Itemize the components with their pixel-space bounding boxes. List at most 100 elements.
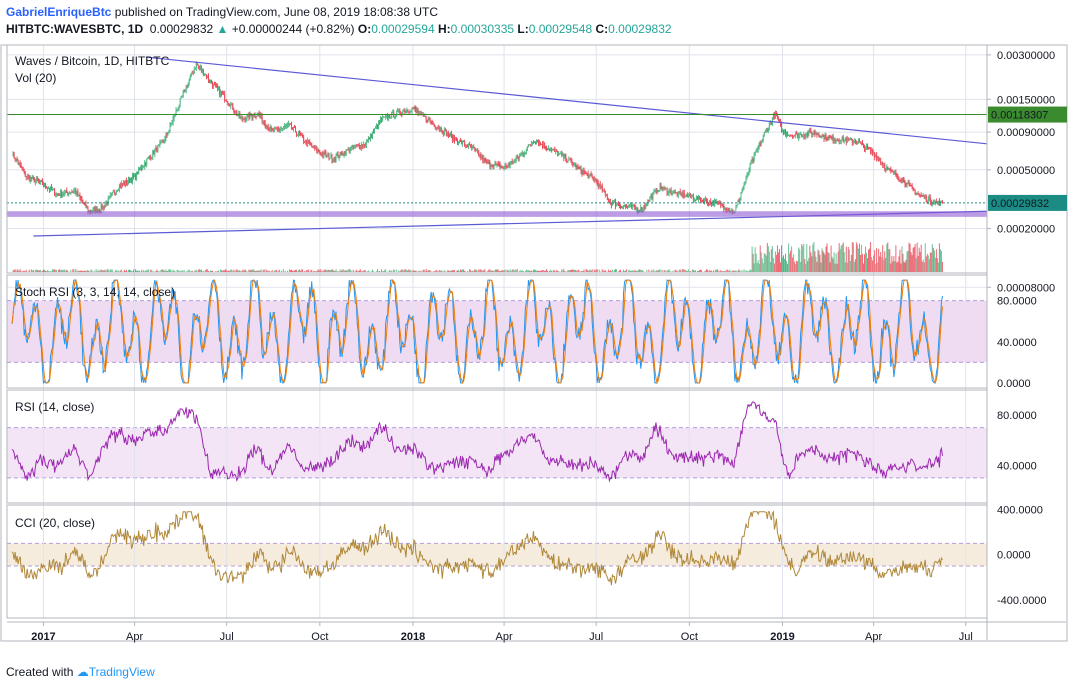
candle-body — [313, 145, 315, 148]
volume-bar — [323, 270, 325, 272]
volume-bar — [507, 270, 509, 272]
volume-bar — [379, 270, 381, 272]
candle-body — [811, 132, 813, 135]
candle-body — [456, 138, 458, 141]
volume-bar — [258, 270, 260, 272]
volume-bar — [629, 269, 631, 272]
candle-body — [683, 192, 685, 198]
volume-bar — [590, 270, 592, 272]
candle-body — [846, 137, 848, 143]
volume-bar — [613, 270, 615, 272]
candle-body — [580, 167, 582, 172]
candle-body — [501, 166, 503, 168]
volume-bar — [773, 263, 775, 272]
candle-body — [730, 210, 732, 212]
volume-bar — [663, 270, 665, 272]
candle-body — [27, 175, 29, 177]
candle-body — [409, 112, 411, 114]
volume-bar — [293, 270, 295, 272]
candle-body — [303, 136, 305, 142]
candle-body — [894, 172, 896, 175]
candle-body — [595, 179, 597, 181]
volume-bar — [732, 270, 734, 272]
volume-bar — [139, 270, 141, 272]
volume-bar — [583, 269, 585, 272]
volume-bar — [157, 270, 159, 272]
volume-bar — [263, 269, 265, 272]
volume-bar — [832, 258, 834, 272]
candle-body — [363, 143, 365, 146]
candle-body — [487, 162, 489, 164]
volume-bar — [141, 269, 143, 272]
candle-body — [129, 178, 130, 182]
candle-body — [451, 134, 453, 141]
candle-body — [594, 179, 596, 182]
volume-bar — [74, 271, 76, 272]
candle-body — [407, 110, 409, 112]
time-tick-label: Jul — [589, 631, 603, 643]
candle-body — [817, 134, 819, 136]
candle-body — [848, 139, 850, 141]
candle-body — [643, 205, 645, 210]
volume-bar — [759, 245, 761, 272]
candle-body — [157, 145, 159, 152]
candle-body — [235, 111, 237, 113]
candle-body — [896, 176, 898, 178]
volume-bar — [510, 271, 512, 272]
candle-body — [767, 127, 769, 132]
volume-bar — [879, 256, 881, 272]
candle-body — [148, 156, 150, 159]
candle-body — [469, 144, 471, 146]
candle-body — [575, 164, 577, 169]
volume-bar — [127, 269, 129, 272]
volume-bar — [470, 270, 472, 272]
volume-bar — [674, 269, 676, 272]
volume-bar — [924, 243, 926, 272]
candle-body — [559, 153, 561, 155]
candle-body — [471, 146, 473, 148]
volume-bar — [341, 269, 343, 272]
candle-body — [254, 114, 256, 117]
candle-body — [857, 140, 859, 143]
tradingview-logo-icon[interactable]: ☁ — [76, 665, 89, 679]
candle-body — [790, 134, 792, 136]
candle-body — [282, 127, 284, 129]
volume-bar — [143, 269, 145, 272]
volume-bar — [849, 260, 851, 272]
candle-body — [12, 152, 14, 156]
candle-body — [586, 172, 588, 174]
volume-title: Vol (20) — [15, 71, 56, 85]
volume-bar — [333, 270, 335, 272]
candle-body — [829, 137, 831, 139]
volume-bar — [760, 252, 762, 272]
candle-body — [453, 135, 455, 141]
candle-body — [773, 114, 775, 119]
candle-body — [178, 104, 180, 109]
tradingview-brand[interactable]: TradingView — [88, 665, 155, 679]
volume-bar — [91, 270, 93, 272]
candle-body — [910, 184, 912, 186]
candle-body — [916, 193, 918, 195]
candle-body — [432, 123, 434, 125]
volume-bar — [294, 270, 296, 272]
candle-body — [727, 208, 729, 211]
volume-bar — [56, 269, 58, 272]
volume-bar — [335, 269, 337, 272]
candle-body — [144, 162, 146, 167]
candle-body — [756, 149, 758, 152]
volume-bar — [167, 270, 169, 272]
candle-body — [312, 146, 314, 148]
candle-body — [140, 167, 142, 170]
candle-body — [64, 192, 66, 195]
volume-bar — [886, 244, 888, 272]
candle-body — [923, 195, 925, 199]
volume-bar — [756, 262, 758, 272]
candle-body — [385, 115, 387, 117]
volume-bar — [503, 270, 505, 272]
candle-body — [112, 191, 114, 193]
author-link[interactable]: GabrielEnriqueBtc — [6, 5, 112, 19]
candle-body — [389, 115, 391, 119]
candle-body — [171, 122, 173, 124]
volume-bar — [821, 248, 823, 272]
